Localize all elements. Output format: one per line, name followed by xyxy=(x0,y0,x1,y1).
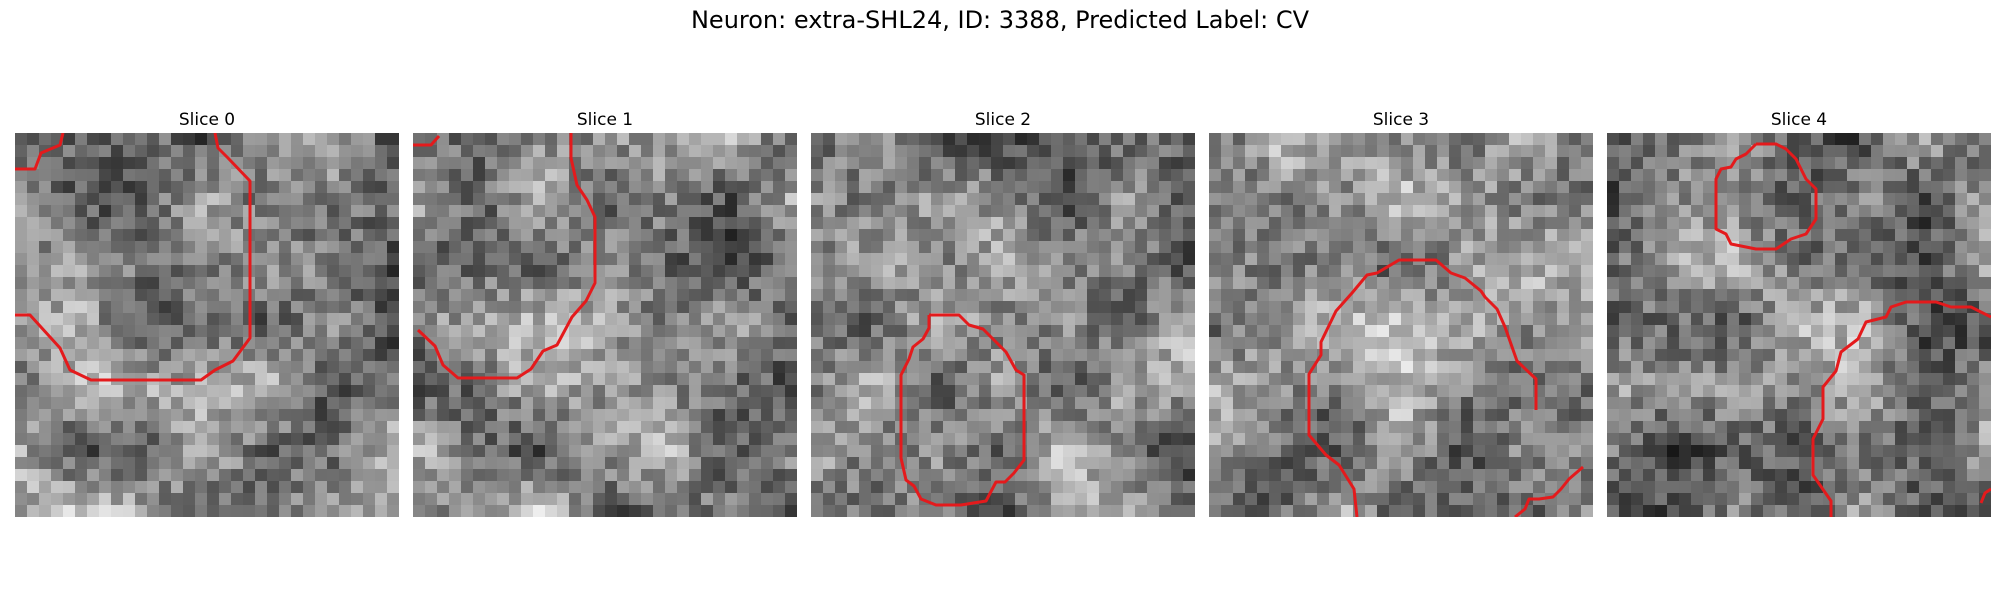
slice-title: Slice 4 xyxy=(1607,107,1991,133)
grayscale-pixels xyxy=(413,133,797,517)
slice-image-0 xyxy=(15,133,399,517)
figure-title: Neuron: extra-SHL24, ID: 3388, Predicted… xyxy=(0,6,2000,34)
slice-image-3 xyxy=(1209,133,1593,517)
slice-title: Slice 2 xyxy=(811,107,1195,133)
slice-title: Slice 1 xyxy=(413,107,797,133)
slice-panel-4: Slice 4 xyxy=(1607,107,1991,517)
slice-panel-1: Slice 1 xyxy=(413,107,797,517)
slice-panel-3: Slice 3 xyxy=(1209,107,1593,517)
slice-title: Slice 3 xyxy=(1209,107,1593,133)
slice-panel-2: Slice 2 xyxy=(811,107,1195,517)
grayscale-pixels xyxy=(1607,133,1991,517)
slice-image-2 xyxy=(811,133,1195,517)
slice-title: Slice 0 xyxy=(15,107,399,133)
grayscale-pixels xyxy=(15,133,399,517)
grayscale-pixels xyxy=(1209,133,1593,517)
slice-image-4 xyxy=(1607,133,1991,517)
grayscale-pixels xyxy=(811,133,1195,517)
slice-panel-0: Slice 0 xyxy=(15,107,399,517)
slice-image-1 xyxy=(413,133,797,517)
